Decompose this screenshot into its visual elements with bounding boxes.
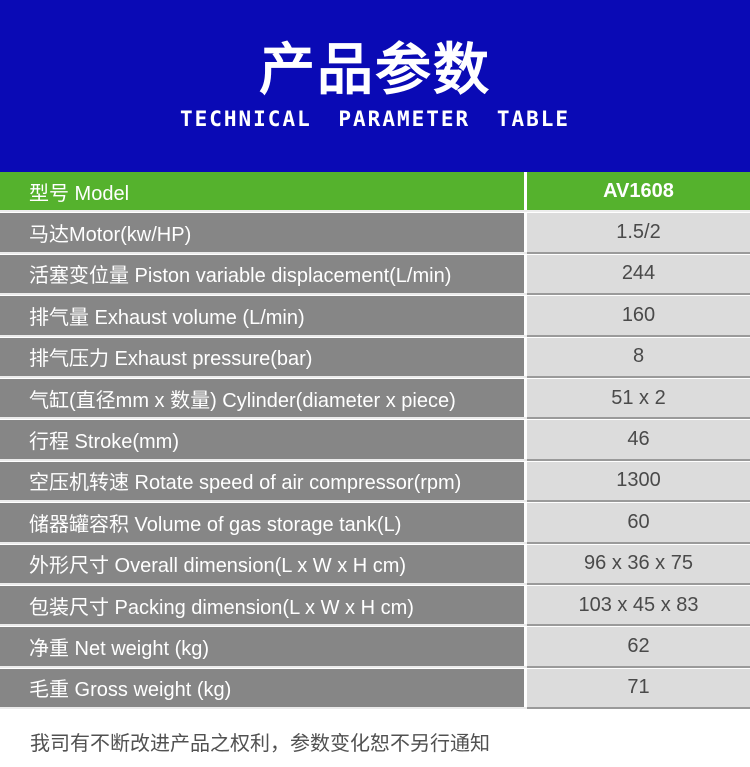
table-row: 排气量 Exhaust volume (L/min) 160 xyxy=(0,296,750,335)
parameter-value: 160 xyxy=(527,296,750,335)
parameter-label: 外形尺寸 Overall dimension(L x W x H cm) xyxy=(0,544,527,583)
parameter-value: 244 xyxy=(527,254,750,294)
parameter-label: 马达Motor(kw/HP) xyxy=(0,213,527,252)
parameter-label: 净重 Net weight (kg) xyxy=(0,627,527,666)
table-row: 气缸(直径mm x 数量) Cylinder(diameter x piece)… xyxy=(0,378,750,418)
parameter-value: 60 xyxy=(527,503,750,542)
parameter-label: 型号 Model xyxy=(0,172,527,211)
parameter-value: 51 x 2 xyxy=(527,378,750,418)
parameter-label: 储器罐容积 Volume of gas storage tank(L) xyxy=(0,503,527,542)
parameter-value: 46 xyxy=(527,420,750,459)
table-row: 排气压力 Exhaust pressure(bar) 8 xyxy=(0,337,750,376)
table-row: 储器罐容积 Volume of gas storage tank(L) 60 xyxy=(0,503,750,542)
parameter-label: 排气压力 Exhaust pressure(bar) xyxy=(0,337,527,376)
parameter-label: 毛重 Gross weight (kg) xyxy=(0,668,527,708)
table-row: 包装尺寸 Packing dimension(L x W x H cm) 103… xyxy=(0,585,750,625)
parameter-value: 71 xyxy=(527,668,750,708)
page-title: 产品参数 xyxy=(259,38,491,101)
parameter-table: 型号 Model AV1608 马达Motor(kw/HP) 1.5/2 活塞变… xyxy=(0,172,750,708)
table-row: 活塞变位量 Piston variable displacement(L/min… xyxy=(0,254,750,294)
table-row: 外形尺寸 Overall dimension(L x W x H cm) 96 … xyxy=(0,544,750,583)
page-subtitle: TECHNICAL PARAMETER TABLE xyxy=(179,107,571,131)
table-row: 行程 Stroke(mm) 46 xyxy=(0,420,750,459)
parameter-value: 62 xyxy=(527,627,750,666)
parameter-label: 空压机转速 Rotate speed of air compressor(rpm… xyxy=(0,461,527,501)
parameter-label: 行程 Stroke(mm) xyxy=(0,420,527,459)
parameter-value: 96 x 36 x 75 xyxy=(527,544,750,583)
parameter-value: 1.5/2 xyxy=(527,213,750,252)
parameter-value: 1300 xyxy=(527,461,750,501)
parameter-label: 气缸(直径mm x 数量) Cylinder(diameter x piece) xyxy=(0,378,527,418)
table-row: 马达Motor(kw/HP) 1.5/2 xyxy=(0,213,750,252)
table-row-model: 型号 Model AV1608 xyxy=(0,172,750,211)
parameter-label: 排气量 Exhaust volume (L/min) xyxy=(0,296,527,335)
parameter-value: 103 x 45 x 83 xyxy=(527,585,750,625)
table-row: 空压机转速 Rotate speed of air compressor(rpm… xyxy=(0,461,750,501)
parameter-value: AV1608 xyxy=(527,172,750,211)
header-banner: 产品参数 TECHNICAL PARAMETER TABLE xyxy=(0,0,750,172)
disclaimer-note: 我司有不断改进产品之权利，参数变化恕不另行通知 xyxy=(30,733,490,756)
parameter-label: 包装尺寸 Packing dimension(L x W x H cm) xyxy=(0,585,527,625)
parameter-label: 活塞变位量 Piston variable displacement(L/min… xyxy=(0,254,527,294)
table-row: 净重 Net weight (kg) 62 xyxy=(0,627,750,666)
table-row: 毛重 Gross weight (kg) 71 xyxy=(0,668,750,708)
parameter-value: 8 xyxy=(527,337,750,376)
